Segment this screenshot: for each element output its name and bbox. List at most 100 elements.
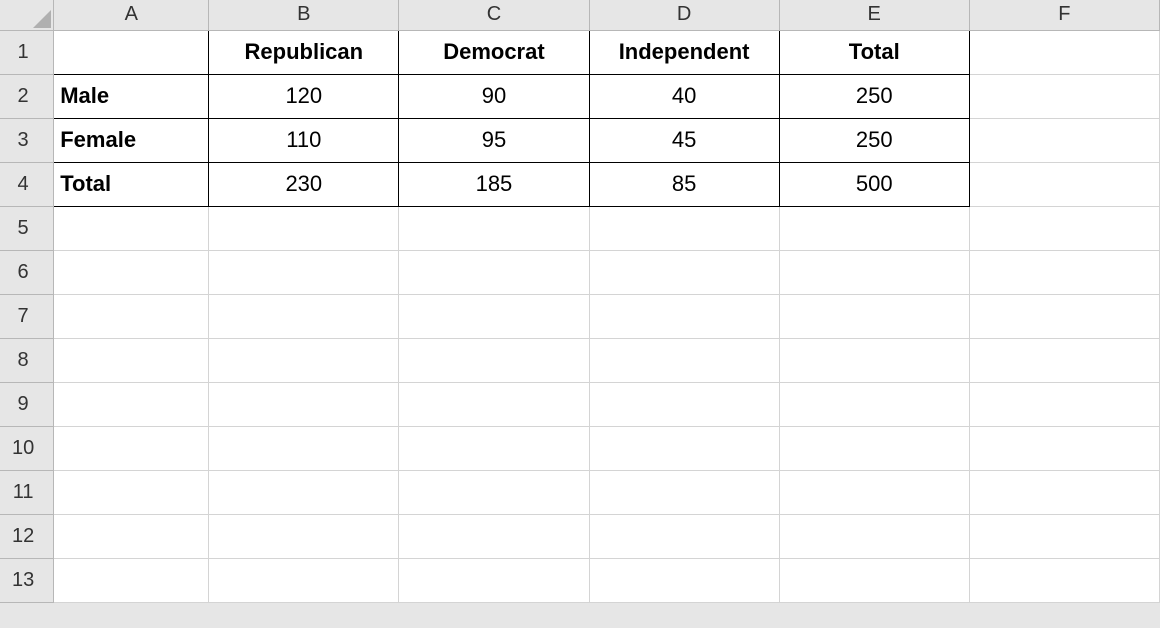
cell-F8[interactable] [969, 338, 1159, 382]
cell-E11[interactable] [779, 470, 969, 514]
spreadsheet: A B C D E F 1 Republican Democrat Indepe… [0, 0, 1160, 628]
cell-B7[interactable] [209, 294, 399, 338]
cell-D2[interactable]: 40 [589, 74, 779, 118]
cell-E3[interactable]: 250 [779, 118, 969, 162]
cell-E2[interactable]: 250 [779, 74, 969, 118]
cell-A2[interactable]: Male [54, 74, 209, 118]
cell-E9[interactable] [779, 382, 969, 426]
cell-D9[interactable] [589, 382, 779, 426]
cell-D13[interactable] [589, 558, 779, 602]
row-header-10[interactable]: 10 [0, 426, 54, 470]
cell-F6[interactable] [969, 250, 1159, 294]
cell-F3[interactable] [969, 118, 1159, 162]
cell-B12[interactable] [209, 514, 399, 558]
cell-E4[interactable]: 500 [779, 162, 969, 206]
cell-D11[interactable] [589, 470, 779, 514]
row-header-6[interactable]: 6 [0, 250, 54, 294]
cell-C9[interactable] [399, 382, 589, 426]
cell-F9[interactable] [969, 382, 1159, 426]
cell-F11[interactable] [969, 470, 1159, 514]
cell-A7[interactable] [54, 294, 209, 338]
cell-D1[interactable]: Independent [589, 30, 779, 74]
cell-D3[interactable]: 45 [589, 118, 779, 162]
cell-D8[interactable] [589, 338, 779, 382]
cell-B8[interactable] [209, 338, 399, 382]
cell-A5[interactable] [54, 206, 209, 250]
cell-B5[interactable] [209, 206, 399, 250]
cell-A3[interactable]: Female [54, 118, 209, 162]
cell-E5[interactable] [779, 206, 969, 250]
cell-B3[interactable]: 110 [209, 118, 399, 162]
col-header-B[interactable]: B [209, 0, 399, 30]
cell-A4[interactable]: Total [54, 162, 209, 206]
cell-F10[interactable] [969, 426, 1159, 470]
cell-C7[interactable] [399, 294, 589, 338]
cell-E13[interactable] [779, 558, 969, 602]
cell-F1[interactable] [969, 30, 1159, 74]
cell-F12[interactable] [969, 514, 1159, 558]
row-header-11[interactable]: 11 [0, 470, 54, 514]
row-header-4[interactable]: 4 [0, 162, 54, 206]
cell-A1[interactable] [54, 30, 209, 74]
cell-B13[interactable] [209, 558, 399, 602]
row-header-2[interactable]: 2 [0, 74, 54, 118]
cell-A11[interactable] [54, 470, 209, 514]
cell-D4[interactable]: 85 [589, 162, 779, 206]
cell-F4[interactable] [969, 162, 1159, 206]
row-header-3[interactable]: 3 [0, 118, 54, 162]
cell-E8[interactable] [779, 338, 969, 382]
col-header-D[interactable]: D [589, 0, 779, 30]
cell-B10[interactable] [209, 426, 399, 470]
cell-C10[interactable] [399, 426, 589, 470]
cell-B1[interactable]: Republican [209, 30, 399, 74]
cell-E6[interactable] [779, 250, 969, 294]
cell-C1[interactable]: Democrat [399, 30, 589, 74]
cell-E7[interactable] [779, 294, 969, 338]
cell-A13[interactable] [54, 558, 209, 602]
cell-A12[interactable] [54, 514, 209, 558]
cell-C11[interactable] [399, 470, 589, 514]
cell-E12[interactable] [779, 514, 969, 558]
cell-F13[interactable] [969, 558, 1159, 602]
cell-F2[interactable] [969, 74, 1159, 118]
cell-B4[interactable]: 230 [209, 162, 399, 206]
cell-D5[interactable] [589, 206, 779, 250]
col-header-C[interactable]: C [399, 0, 589, 30]
row-header-7[interactable]: 7 [0, 294, 54, 338]
cell-C5[interactable] [399, 206, 589, 250]
cell-F7[interactable] [969, 294, 1159, 338]
cell-C4[interactable]: 185 [399, 162, 589, 206]
cell-C12[interactable] [399, 514, 589, 558]
cell-C13[interactable] [399, 558, 589, 602]
grid: A B C D E F 1 Republican Democrat Indepe… [0, 0, 1160, 603]
row-header-1[interactable]: 1 [0, 30, 54, 74]
cell-B9[interactable] [209, 382, 399, 426]
cell-F5[interactable] [969, 206, 1159, 250]
cell-D10[interactable] [589, 426, 779, 470]
cell-D7[interactable] [589, 294, 779, 338]
cell-A6[interactable] [54, 250, 209, 294]
row-header-9[interactable]: 9 [0, 382, 54, 426]
cell-C6[interactable] [399, 250, 589, 294]
cell-C2[interactable]: 90 [399, 74, 589, 118]
col-header-F[interactable]: F [969, 0, 1159, 30]
col-header-A[interactable]: A [54, 0, 209, 30]
cell-B6[interactable] [209, 250, 399, 294]
cell-C8[interactable] [399, 338, 589, 382]
row-header-13[interactable]: 13 [0, 558, 54, 602]
cell-D6[interactable] [589, 250, 779, 294]
cell-E1[interactable]: Total [779, 30, 969, 74]
cell-B2[interactable]: 120 [209, 74, 399, 118]
cell-A10[interactable] [54, 426, 209, 470]
cell-A8[interactable] [54, 338, 209, 382]
cell-C3[interactable]: 95 [399, 118, 589, 162]
row-header-8[interactable]: 8 [0, 338, 54, 382]
cell-E10[interactable] [779, 426, 969, 470]
cell-B11[interactable] [209, 470, 399, 514]
row-header-5[interactable]: 5 [0, 206, 54, 250]
row-header-12[interactable]: 12 [0, 514, 54, 558]
select-all-corner[interactable] [0, 0, 54, 30]
cell-D12[interactable] [589, 514, 779, 558]
col-header-E[interactable]: E [779, 0, 969, 30]
cell-A9[interactable] [54, 382, 209, 426]
